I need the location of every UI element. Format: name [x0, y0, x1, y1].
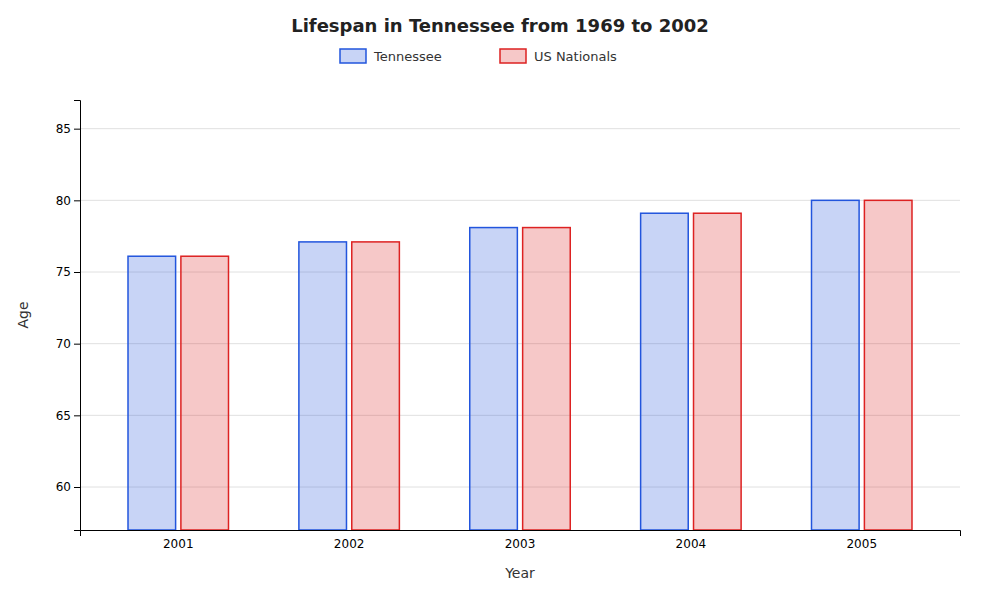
y-tick-mark — [74, 200, 80, 201]
bar — [864, 200, 912, 530]
y-tick-label: 65 — [56, 409, 71, 423]
y-axis-title: Age — [15, 301, 31, 328]
chart-svg: 2001 2002 2003 2004 2005 60 65 70 75 80 85 Year Age L… — [0, 0, 1000, 600]
y-axis-line — [74, 101, 81, 531]
x-tick-label: 2001 — [163, 537, 194, 551]
y-tick: 85 — [56, 122, 80, 136]
x-axis-title: Year — [504, 565, 535, 581]
x-tick-label: 2005 — [846, 537, 877, 551]
x-tick: 2003 — [505, 537, 536, 551]
legend: Tennessee US Nationals — [340, 49, 617, 64]
y-tick: 80 — [56, 194, 80, 208]
bar — [299, 242, 347, 530]
y-tick: 65 — [56, 409, 80, 423]
x-tick: 2002 — [334, 537, 365, 551]
x-tick-label: 2003 — [505, 537, 536, 551]
y-tick-label: 85 — [56, 122, 71, 136]
x-tick-label: 2002 — [334, 537, 365, 551]
y-tick-mark — [74, 487, 80, 488]
chart-title: Lifespan in Tennessee from 1969 to 2002 — [291, 15, 709, 36]
bar — [641, 213, 689, 530]
bar — [352, 242, 400, 530]
bar-series — [181, 200, 912, 530]
y-tick-label: 70 — [56, 337, 71, 351]
y-tick-mark — [74, 129, 80, 130]
chart-container: 2001 2002 2003 2004 2005 60 65 70 75 80 85 Year Age L… — [0, 0, 1000, 600]
legend-label: US Nationals — [534, 49, 617, 64]
bar — [181, 256, 229, 530]
bar — [694, 213, 742, 530]
bar — [812, 200, 860, 530]
x-tick: 2004 — [676, 537, 707, 551]
x-axis: 2001 2002 2003 2004 2005 — [81, 531, 961, 551]
plot-area: 2001 2002 2003 2004 2005 60 65 70 75 80 85 — [56, 101, 961, 551]
legend-item: US Nationals — [500, 49, 617, 64]
y-tick-label: 60 — [56, 480, 71, 494]
legend-item: Tennessee — [340, 49, 442, 64]
y-tick-label: 80 — [56, 194, 71, 208]
x-tick-label: 2004 — [676, 537, 707, 551]
x-axis-line — [81, 531, 961, 537]
y-tick-mark — [74, 344, 80, 345]
bar — [128, 256, 176, 530]
bar — [523, 228, 571, 530]
x-tick: 2001 — [163, 537, 194, 551]
y-tick: 60 — [56, 480, 80, 494]
y-axis: 60 65 70 75 80 85 — [56, 101, 81, 531]
bars — [128, 200, 912, 530]
legend-swatch — [500, 49, 526, 63]
grid-line — [80, 128, 960, 129]
y-tick-mark — [74, 272, 80, 273]
y-tick-label: 75 — [56, 265, 71, 279]
y-tick: 75 — [56, 265, 80, 279]
legend-swatch — [340, 49, 366, 63]
y-tick-mark — [74, 415, 80, 416]
bar — [470, 228, 518, 530]
legend-label: Tennessee — [373, 49, 442, 64]
y-tick: 70 — [56, 337, 80, 351]
bar-series — [128, 200, 859, 530]
x-tick: 2005 — [846, 537, 877, 551]
